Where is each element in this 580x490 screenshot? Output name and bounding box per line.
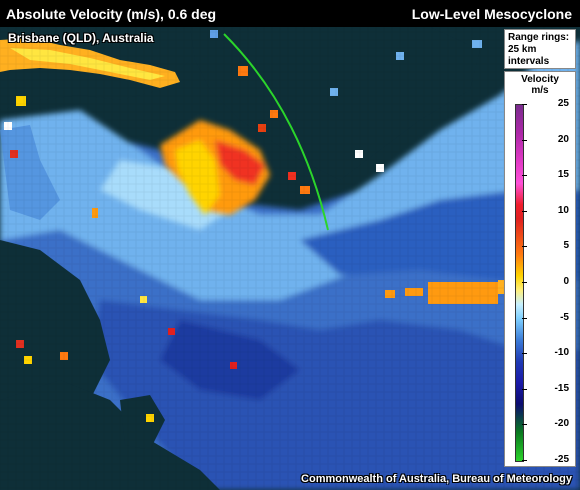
legend-tick-label: -20 — [554, 418, 569, 430]
range-rings-note: Range rings: 25 km intervals — [504, 29, 576, 69]
legend-tick-label: -5 — [560, 311, 569, 323]
legend-tick-mark — [522, 353, 527, 355]
legend-tick-mark — [522, 139, 527, 141]
legend-tick-mark — [522, 424, 527, 426]
legend-tick-mark — [522, 246, 527, 248]
velocity-legend: Velocity m/s 25 20 15 10 5 0 -5 -10 -15 -20 -25 — [504, 71, 576, 467]
range-rings-line: intervals — [508, 56, 550, 67]
legend-tick-label: 25 — [557, 98, 569, 109]
legend-tick-mark — [522, 282, 527, 283]
feature-title: Low-Level Mesocyclone — [411, 6, 572, 22]
legend-title-text: Velocity — [521, 74, 559, 85]
legend-tick-label: -25 — [554, 454, 569, 465]
legend-tick-mark — [522, 460, 527, 461]
product-title: Absolute Velocity (m/s), 0.6 deg — [6, 6, 217, 22]
title-bar — [0, 0, 580, 27]
legend-tick-label: -15 — [554, 382, 569, 394]
data-credit: Commonwealth of Australia, Bureau of Met… — [301, 473, 572, 485]
legend-tick-label: -10 — [554, 347, 569, 359]
legend-tick-label: 20 — [557, 133, 569, 145]
range-rings-line: Range rings: — [508, 32, 570, 43]
legend-color-bar — [515, 104, 524, 462]
radar-location: Brisbane (QLD), Australia — [8, 31, 154, 45]
legend-tick-mark — [522, 104, 527, 105]
range-rings-line: 25 km — [508, 44, 537, 55]
legend-tick-mark — [522, 175, 527, 177]
legend-tick-mark — [522, 317, 527, 319]
legend-title: Velocity m/s — [505, 74, 575, 96]
legend-tick-mark — [522, 388, 527, 390]
legend-tick-label: 10 — [557, 204, 569, 216]
legend-tick-label: 15 — [557, 169, 569, 181]
legend-tick-mark — [522, 210, 527, 212]
legend-tick-label: 5 — [563, 240, 569, 252]
legend-unit: m/s — [531, 85, 549, 96]
legend-tick-label: 0 — [563, 276, 569, 287]
range-ring — [223, 33, 329, 231]
pixel-grain — [0, 27, 580, 490]
